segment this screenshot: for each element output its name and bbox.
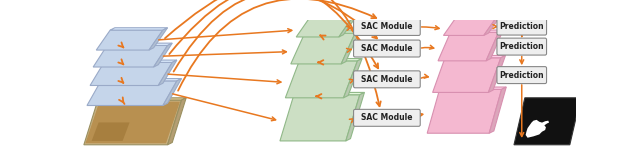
Polygon shape <box>428 89 502 133</box>
Polygon shape <box>291 33 355 64</box>
Polygon shape <box>285 61 358 98</box>
FancyBboxPatch shape <box>353 109 420 126</box>
Polygon shape <box>168 98 186 145</box>
Polygon shape <box>98 98 186 100</box>
Polygon shape <box>456 15 501 18</box>
Polygon shape <box>445 55 506 58</box>
Text: SAC Module: SAC Module <box>361 44 413 53</box>
FancyBboxPatch shape <box>353 40 420 57</box>
Polygon shape <box>346 92 364 141</box>
Polygon shape <box>433 58 501 92</box>
Polygon shape <box>85 102 180 143</box>
Polygon shape <box>444 18 496 35</box>
Polygon shape <box>158 60 177 86</box>
Polygon shape <box>149 28 168 50</box>
Polygon shape <box>440 87 506 89</box>
Polygon shape <box>96 30 163 50</box>
Polygon shape <box>296 17 353 37</box>
Polygon shape <box>310 15 358 17</box>
Text: SAC Module: SAC Module <box>361 23 413 31</box>
Polygon shape <box>84 100 182 145</box>
Polygon shape <box>305 31 360 33</box>
Polygon shape <box>92 122 129 141</box>
Polygon shape <box>451 30 503 32</box>
Text: Prediction: Prediction <box>499 42 544 51</box>
FancyBboxPatch shape <box>497 67 547 84</box>
Polygon shape <box>486 30 503 61</box>
Text: Prediction: Prediction <box>499 22 544 31</box>
Polygon shape <box>90 62 172 86</box>
Polygon shape <box>344 59 362 98</box>
Polygon shape <box>87 81 177 106</box>
Polygon shape <box>525 120 549 138</box>
Polygon shape <box>341 31 360 64</box>
Text: SAC Module: SAC Module <box>361 113 413 122</box>
Text: SAC Module: SAC Module <box>361 75 413 84</box>
Polygon shape <box>154 43 172 67</box>
FancyBboxPatch shape <box>353 71 420 88</box>
Polygon shape <box>488 55 506 92</box>
Polygon shape <box>514 98 580 145</box>
Polygon shape <box>110 28 168 30</box>
Polygon shape <box>339 15 358 37</box>
Polygon shape <box>93 45 168 67</box>
FancyBboxPatch shape <box>353 19 420 35</box>
FancyBboxPatch shape <box>497 18 547 35</box>
FancyBboxPatch shape <box>497 38 547 55</box>
Polygon shape <box>300 59 362 61</box>
Polygon shape <box>294 92 364 95</box>
Text: Prediction: Prediction <box>499 71 544 80</box>
Polygon shape <box>484 15 501 35</box>
Polygon shape <box>489 87 506 133</box>
Polygon shape <box>104 60 177 62</box>
Polygon shape <box>107 43 172 45</box>
Polygon shape <box>438 32 499 61</box>
Polygon shape <box>101 78 182 81</box>
Polygon shape <box>163 78 182 106</box>
Polygon shape <box>280 95 360 141</box>
